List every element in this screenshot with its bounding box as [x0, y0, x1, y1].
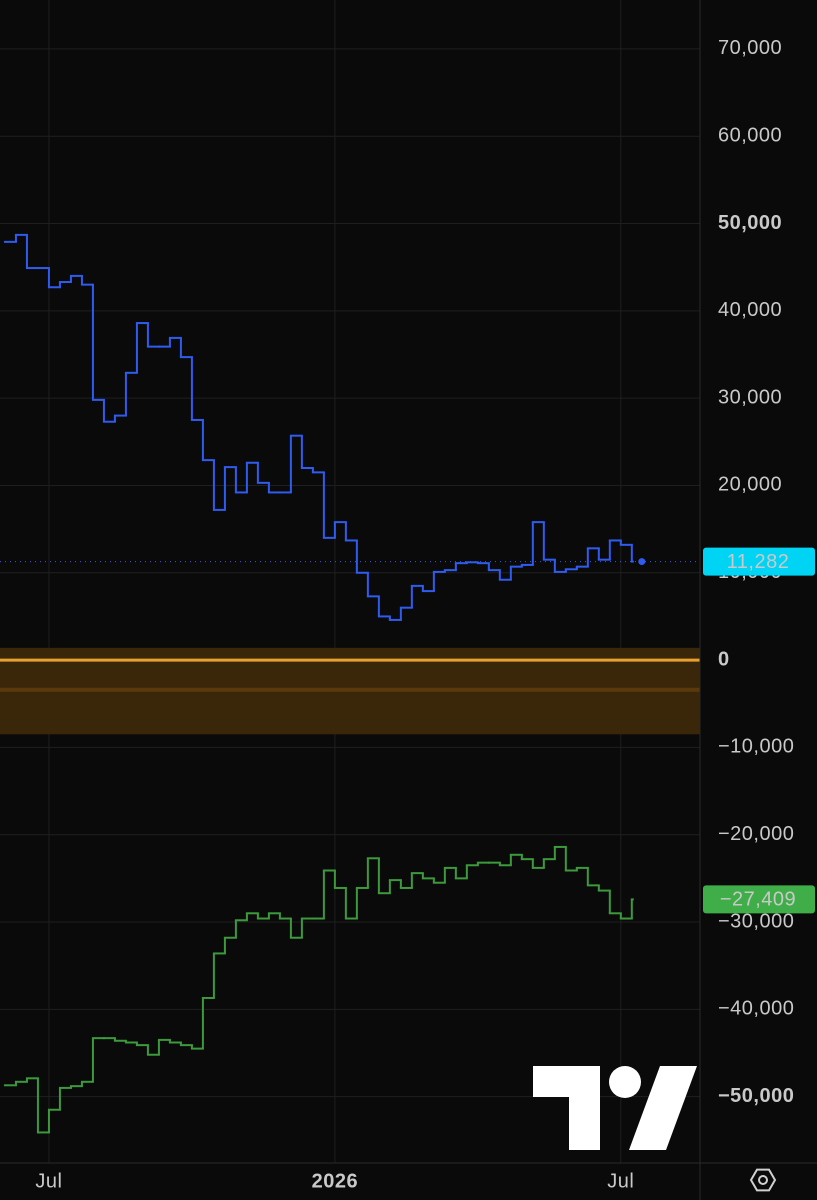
y-tick-label: −30,000 — [718, 910, 794, 932]
settings-hex — [749, 1168, 777, 1192]
y-tick-label: 0 — [718, 648, 730, 670]
watermark-logo — [533, 1066, 697, 1150]
axis-layer: 70,00060,00050,00040,00030,00020,00010,0… — [35, 37, 815, 1192]
grid — [0, 0, 700, 1163]
x-tick-label: 2026 — [312, 1170, 359, 1192]
last-value-label: 11,282 — [727, 551, 790, 573]
band-layer — [0, 647, 700, 735]
y-tick-label: 70,000 — [718, 37, 782, 59]
y-tick-label: 60,000 — [718, 124, 782, 146]
logo-slash — [629, 1066, 697, 1150]
last-value-badge — [703, 885, 815, 914]
y-tick-label: −40,000 — [718, 998, 794, 1020]
logo-t — [533, 1066, 600, 1150]
y-tick-label: 20,000 — [718, 474, 782, 496]
y-tick-label: 40,000 — [718, 299, 782, 321]
x-tick-label: Jul — [35, 1170, 62, 1192]
y-tick-label: −10,000 — [718, 736, 794, 758]
logo-dot — [609, 1066, 641, 1098]
series-layer — [0, 233, 700, 1134]
y-tick-label: 30,000 — [718, 386, 782, 408]
y-tick-label: −50,000 — [718, 1085, 794, 1107]
y-tick-label: −20,000 — [718, 823, 794, 845]
end-dot — [638, 558, 646, 566]
y-tick-label: 50,000 — [718, 212, 782, 234]
last-value-label: −27,409 — [720, 889, 796, 911]
x-tick-label: Jul — [607, 1170, 634, 1192]
last-value-badge — [703, 547, 815, 576]
settings-center — [758, 1175, 768, 1185]
settings-icon[interactable] — [749, 1168, 777, 1192]
